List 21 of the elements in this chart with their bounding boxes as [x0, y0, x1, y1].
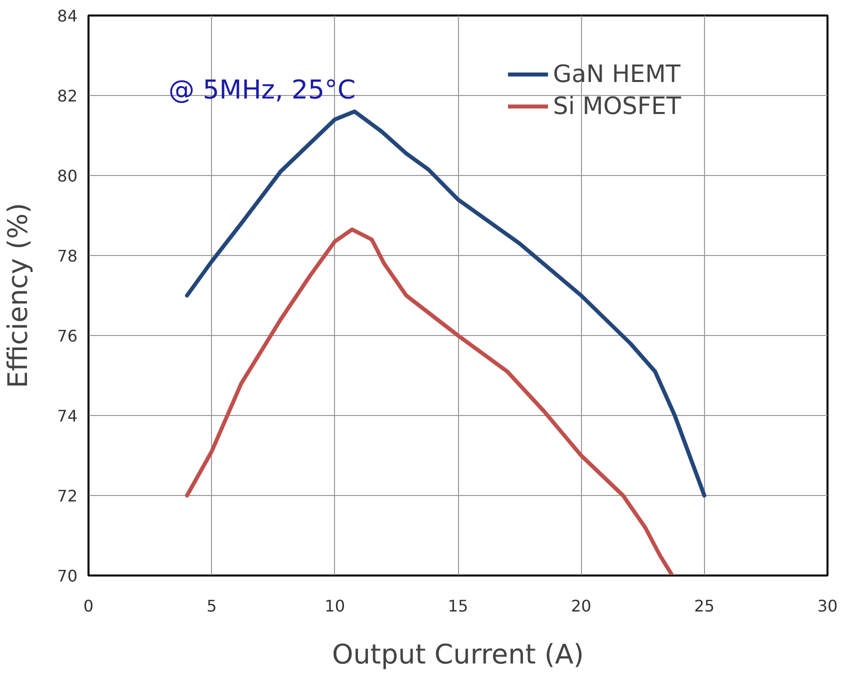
- x-axis-title: Output Current (A): [332, 640, 584, 670]
- y-axis-title: Efficiency (%): [3, 202, 34, 388]
- y-tick-label: 80: [57, 166, 78, 186]
- y-tick-label: 82: [57, 86, 78, 106]
- x-tick-label: 15: [448, 596, 468, 616]
- x-tick-label: 5: [206, 596, 217, 616]
- y-tick-label: 76: [57, 326, 78, 346]
- x-tick-label: 25: [694, 596, 715, 616]
- line-series: [185, 228, 674, 576]
- x-tick-label: 20: [570, 596, 592, 616]
- y-tick-label: 72: [57, 486, 78, 506]
- y-tick-label: 78: [57, 246, 78, 266]
- annotation: @ 5MHz, 25°C: [168, 76, 356, 106]
- legend-label: Si MOSFET: [553, 92, 681, 120]
- y-tick-label: 84: [57, 6, 78, 26]
- x-tick-label: 30: [817, 596, 838, 616]
- x-tick-label: 0: [83, 596, 94, 616]
- legend-label: GaN HEMT: [553, 60, 680, 88]
- y-tick-label: 70: [57, 566, 78, 586]
- y-tick-label: 74: [57, 406, 78, 426]
- x-tick-label: 10: [324, 596, 346, 616]
